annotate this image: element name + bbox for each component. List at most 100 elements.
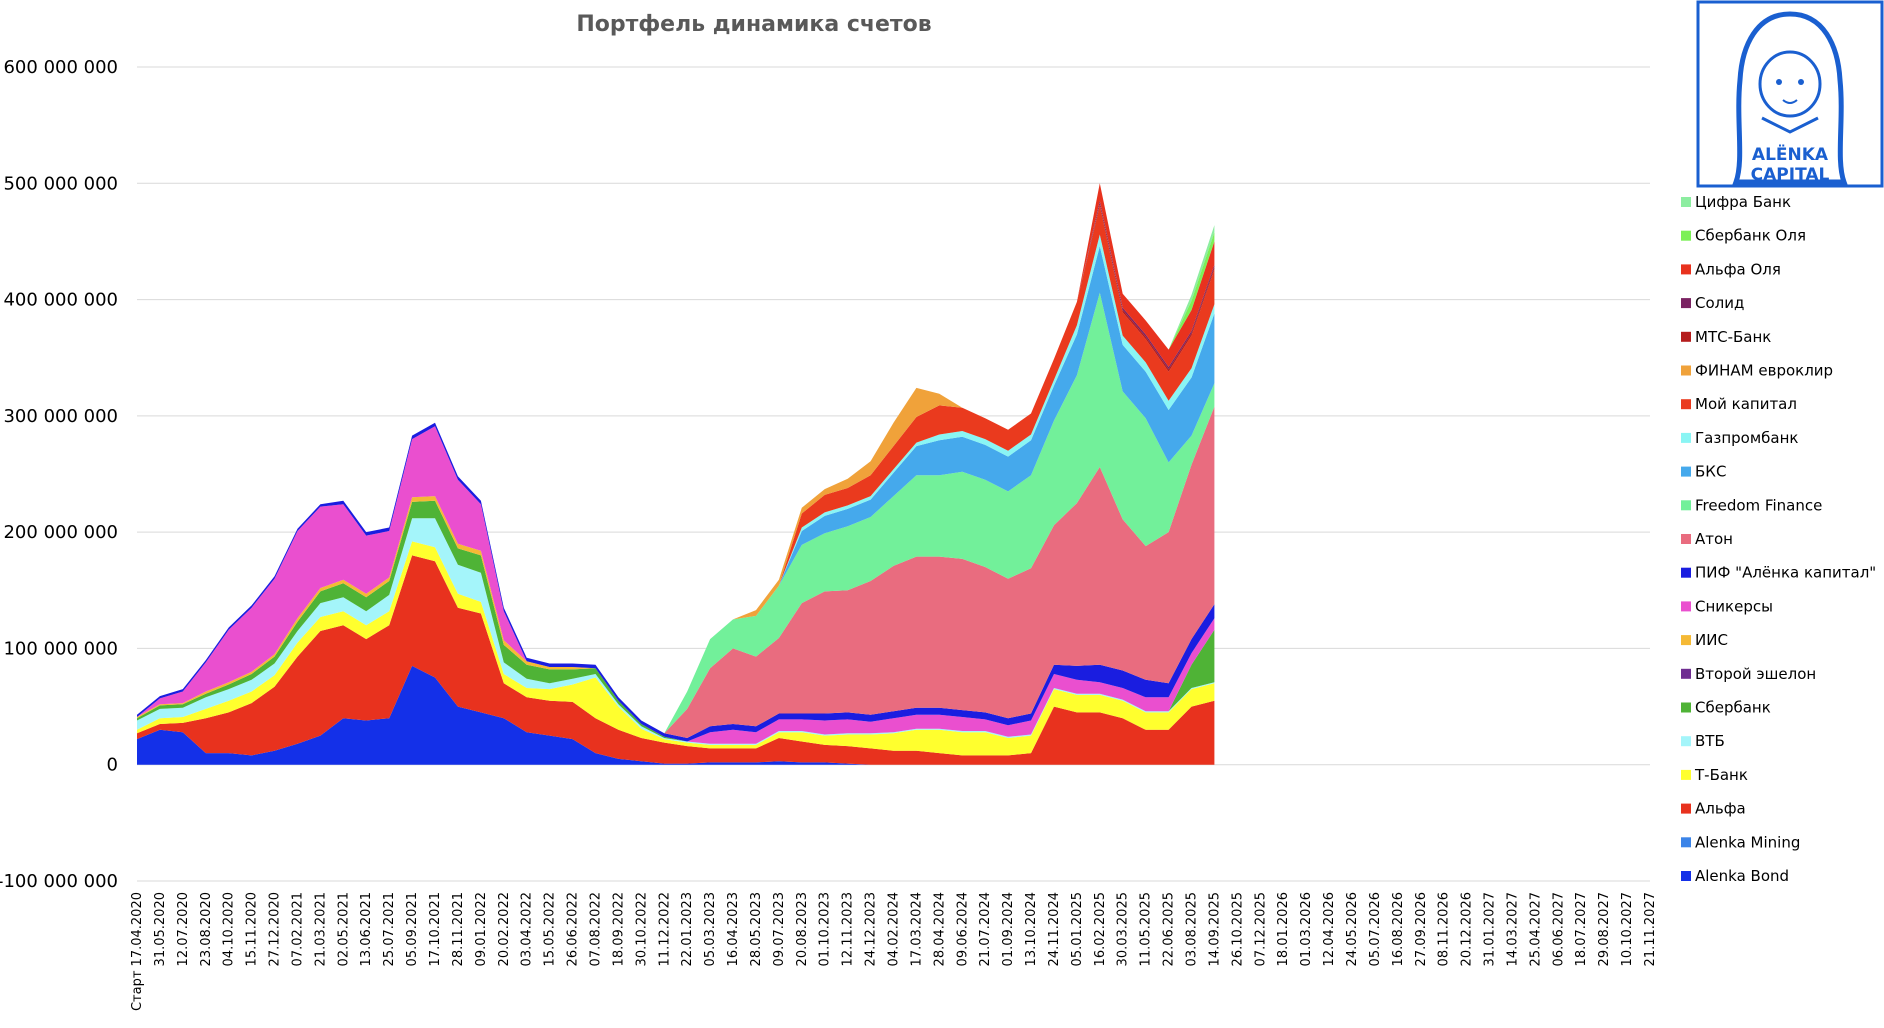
x-tick-label: 07.08.2022: [589, 892, 604, 966]
y-tick-label: 300 000 000: [3, 406, 118, 427]
x-tick-label: 22.06.2025: [1162, 892, 1177, 966]
logo-text-line2: CAPITAL: [1751, 165, 1830, 185]
legend-label: Альфа: [1695, 800, 1746, 818]
legend-swatch: [1681, 803, 1691, 814]
x-tick-label: 28.11.2021: [451, 892, 466, 966]
x-tick-label: 07.12.2025: [1253, 892, 1268, 966]
x-tick-label: 26.06.2022: [566, 892, 581, 966]
legend-label: Сбербанк: [1695, 699, 1771, 717]
legend-swatch: [1681, 500, 1691, 511]
area-series-бкс: [137, 246, 1215, 734]
x-tick-label: 30.03.2025: [1116, 892, 1131, 966]
x-tick-label: 30.10.2022: [634, 892, 649, 966]
area-series-freedom-finance: [137, 292, 1215, 734]
matryoshka-outline-icon: [1732, 11, 1848, 185]
x-tick-label: 04.10.2020: [222, 892, 237, 966]
legend-label: ФИНАМ евроклир: [1695, 362, 1833, 380]
area-series-alenka-bond: [137, 665, 1215, 765]
x-tick-label: 11.05.2025: [1139, 892, 1154, 966]
y-tick-label: 400 000 000: [3, 290, 118, 311]
x-tick-label: 22.01.2023: [680, 892, 695, 966]
alenka-capital-logo: ALËNKA CAPITAL: [1696, 0, 1884, 188]
x-tick-label: 24.11.2024: [1047, 892, 1062, 966]
area-series-атон: [137, 406, 1215, 738]
legend-label: ПИФ "Алёнка капитал": [1695, 564, 1876, 582]
x-tick-label: 31.01.2027: [1483, 892, 1498, 966]
x-tick-label: 20.12.2026: [1460, 892, 1475, 966]
x-tick-label: 21.03.2021: [313, 892, 328, 966]
legend-label: ИИС: [1695, 631, 1728, 649]
legend-swatch: [1681, 871, 1691, 881]
x-tick-label: 18.01.2026: [1276, 892, 1291, 966]
plot-areas: [137, 183, 1215, 765]
x-tick-label: 10.10.2027: [1620, 892, 1635, 966]
x-tick-label: 05.09.2021: [405, 892, 420, 966]
x-tick-label: 26.10.2025: [1230, 892, 1245, 966]
y-tick-label: 0: [107, 755, 118, 776]
matryoshka-eye-left-icon: [1776, 79, 1782, 85]
x-tick-label: 03.04.2022: [520, 892, 535, 966]
matryoshka-face-icon: [1758, 50, 1822, 118]
area-series-альфа: [137, 555, 1215, 765]
x-tick-label: 13.06.2021: [359, 892, 374, 966]
x-tick-label: 20.08.2023: [795, 892, 810, 966]
y-axis-ticks: 600 000 000 500 000 000 400 000 000 300 000…: [0, 57, 118, 892]
x-tick-label: 16.02.2025: [1093, 892, 1108, 966]
x-tick-label: 29.08.2027: [1597, 892, 1612, 966]
y-tick-label: -100 000 000: [0, 871, 118, 892]
x-tick-label: 24.12.2023: [864, 892, 879, 966]
x-tick-label: 15.05.2022: [543, 892, 558, 966]
legend-swatch: [1681, 668, 1691, 679]
x-tick-label: 23.08.2020: [199, 892, 214, 966]
legend-swatch: [1681, 769, 1691, 780]
x-axis-ticks: Старт 17.04.2020 31.05.2020 12.07.2020 23.0…: [130, 892, 1658, 1011]
legend-swatch: [1681, 736, 1691, 747]
x-tick-label: 14.09.2025: [1207, 892, 1222, 966]
legend-label: Сбербанк Оля: [1695, 227, 1806, 245]
x-tick-label: 16.08.2026: [1391, 892, 1406, 966]
legend-swatch: [1681, 567, 1691, 578]
x-tick-label: 12.11.2023: [841, 892, 856, 966]
chart-title: Портфель динамика счетов: [576, 12, 931, 37]
area-series-мой-капитал: [137, 205, 1215, 734]
x-tick-label: 09.01.2022: [474, 892, 489, 966]
x-tick-label: 25.04.2027: [1528, 892, 1543, 966]
x-tick-label: 02.05.2021: [336, 892, 351, 966]
x-tick-label: 09.07.2023: [772, 892, 787, 966]
logo-text-line1: ALËNKA: [1752, 143, 1829, 165]
x-tick-label: 05.01.2025: [1070, 892, 1085, 966]
matryoshka-scarf-icon: [1761, 116, 1819, 134]
x-tick-label: 13.10.2024: [1024, 892, 1039, 966]
x-tick-label: 01.03.2026: [1299, 892, 1314, 966]
area-series-сникерсы: [137, 426, 1215, 744]
logo-frame: [1696, 0, 1884, 188]
matryoshka-eye-right-icon: [1798, 79, 1804, 85]
y-tick-label: 500 000 000: [3, 173, 118, 194]
legend-label: Alenka Mining: [1695, 833, 1800, 851]
y-tick-label: 100 000 000: [3, 638, 118, 659]
legend-swatch: [1681, 331, 1691, 342]
legend-swatch: [1681, 601, 1691, 612]
x-tick-label: 18.09.2022: [611, 892, 626, 966]
x-tick-label: 27.09.2026: [1414, 892, 1429, 966]
x-tick-label: 14.03.2027: [1506, 892, 1521, 966]
x-tick-label: 25.07.2021: [382, 892, 397, 966]
legend-label: Солид: [1695, 294, 1744, 312]
x-tick-label: 18.07.2027: [1574, 892, 1589, 966]
legend-swatch: [1681, 230, 1691, 241]
x-tick-label: 06.06.2027: [1551, 892, 1566, 966]
legend-swatch: [1681, 197, 1691, 207]
x-tick-label: Старт 17.04.2020: [130, 892, 145, 1011]
x-tick-label: 11.12.2022: [657, 892, 672, 966]
x-tick-label: 09.06.2024: [955, 892, 970, 966]
legend-swatch: [1681, 298, 1691, 309]
x-tick-label: 12.07.2020: [176, 892, 191, 966]
x-tick-label: 28.05.2023: [749, 892, 764, 966]
x-tick-label: 01.10.2023: [818, 892, 833, 966]
legend-swatch: [1681, 365, 1691, 376]
x-tick-label: 28.04.2024: [932, 892, 947, 966]
x-tick-label: 16.04.2023: [726, 892, 741, 966]
x-tick-label: 04.02.2024: [887, 892, 902, 966]
legend-label: Сникерсы: [1695, 597, 1773, 615]
legend-swatch: [1681, 702, 1691, 713]
